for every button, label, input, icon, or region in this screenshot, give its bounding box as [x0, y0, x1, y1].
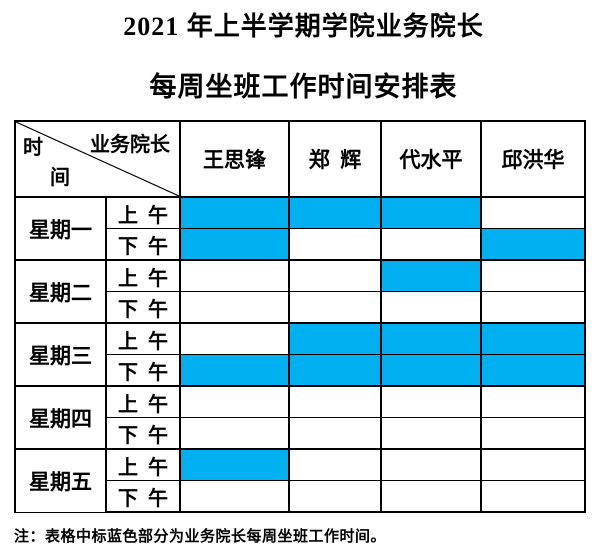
schedule-cell: [480, 448, 586, 481]
document-title-line1: 2021 年上半学期学院业务院长: [123, 12, 484, 41]
schedule-cell: [480, 480, 586, 513]
schedule-cell: [380, 196, 482, 229]
period-label-cell: 下 午: [105, 228, 181, 261]
schedule-cell: [288, 259, 382, 292]
schedule-cell: [380, 259, 482, 292]
schedule-cell: [288, 448, 382, 481]
table-row-fri-pm: 下 午: [15, 480, 586, 513]
corner-label-time-top: 时: [23, 137, 43, 159]
schedule-cell: [179, 354, 290, 387]
schedule-cell: [480, 259, 586, 292]
period-label-cell: 上 午: [105, 196, 181, 229]
period-label-cell: 上 午: [105, 385, 181, 418]
period-label-cell: 下 午: [105, 291, 181, 324]
schedule-cell: [380, 354, 482, 387]
schedule-cell: [179, 228, 290, 261]
table-row-mon-am: 星期一 上 午: [14, 196, 586, 261]
dean-header-wangsifeng: 王思锋: [179, 120, 290, 198]
schedule-cell: [288, 322, 382, 355]
schedule-cell: [480, 322, 586, 355]
corner-label-deans: 业务院长: [90, 134, 170, 156]
dean-header-qiuhonghua: 邱洪华: [480, 120, 586, 198]
footnote: 注：表格中标蓝色部分为业务院长每周坐班工作时间。: [14, 529, 387, 545]
schedule-cell: [480, 354, 586, 387]
schedule-cell: [480, 385, 586, 418]
schedule-cell: [179, 417, 290, 450]
table-row-wed-am: 星期三 上 午: [14, 322, 586, 387]
table-row-wed-pm: 下 午: [15, 354, 586, 387]
period-label-cell: 下 午: [105, 417, 181, 450]
day-label-cell: 星期四: [14, 385, 107, 450]
schedule-cell: [288, 385, 382, 418]
schedule-cell: [179, 448, 290, 481]
day-label-cell: 星期五: [14, 448, 107, 513]
period-label-cell: 下 午: [105, 480, 181, 513]
schedule-cell: [380, 228, 482, 261]
table-row-tue-am: 星期二 上 午: [14, 259, 586, 324]
schedule-cell: [480, 291, 586, 324]
schedule-cell: [480, 196, 586, 229]
schedule-cell: [288, 417, 382, 450]
header-row: 业务院长 时 间 王思锋 郑 辉 代水平 邱洪华: [14, 120, 586, 198]
diagonal-line-icon: [17, 123, 178, 195]
corner-header-cell: 业务院长 时 间: [14, 120, 181, 198]
schedule-cell: [380, 385, 482, 418]
table-row-thu-am: 星期四 上 午: [14, 385, 586, 450]
schedule-cell: [380, 322, 482, 355]
period-label-cell: 上 午: [105, 448, 181, 481]
day-label-cell: 星期一: [14, 196, 107, 261]
schedule-cell: [480, 417, 586, 450]
schedule-cell: [288, 480, 382, 513]
schedule-cell: [380, 448, 482, 481]
schedule-table: 业务院长 时 间 王思锋 郑 辉 代水平 邱洪华 星期一 上 午 下 午 星: [14, 120, 586, 513]
schedule-cell: [380, 417, 482, 450]
schedule-cell: [179, 196, 290, 229]
schedule-cell: [288, 196, 382, 229]
schedule-cell: [179, 385, 290, 418]
schedule-cell: [480, 228, 586, 261]
dean-header-zhenghui: 郑 辉: [288, 120, 382, 198]
schedule-cell: [380, 480, 482, 513]
dean-header-daishuiping: 代水平: [380, 120, 482, 198]
day-label-cell: 星期二: [14, 259, 107, 324]
schedule-cell: [179, 480, 290, 513]
document-title-line2: 每周坐班工作时间安排表: [149, 72, 458, 102]
schedule-cell: [288, 291, 382, 324]
corner-label-time-bottom: 间: [50, 167, 70, 189]
schedule-cell: [288, 354, 382, 387]
period-label-cell: 上 午: [105, 259, 181, 292]
period-label-cell: 上 午: [105, 322, 181, 355]
day-label-cell: 星期三: [14, 322, 107, 387]
period-label-cell: 下 午: [105, 354, 181, 387]
table-row-fri-am: 星期五 上 午: [14, 448, 586, 513]
schedule-cell: [179, 259, 290, 292]
schedule-cell: [288, 228, 382, 261]
schedule-cell: [380, 291, 482, 324]
schedule-cell: [179, 322, 290, 355]
schedule-cell: [179, 291, 290, 324]
